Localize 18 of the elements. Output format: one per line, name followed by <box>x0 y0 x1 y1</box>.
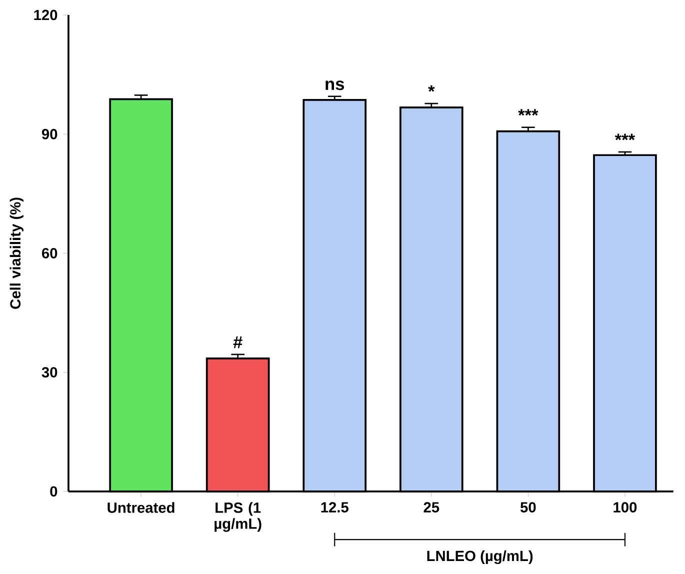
y-tick-label: 30 <box>42 367 58 378</box>
y-tick-label: 90 <box>42 128 58 140</box>
x-tick-label: 25 <box>424 502 440 513</box>
x-tick-label: 100 <box>614 502 637 513</box>
annotation: *** <box>614 134 636 140</box>
y-axis-title: Cell viability (%) <box>10 198 24 309</box>
y-tick-label: 0 <box>50 486 58 497</box>
y-tick-label: 120 <box>34 10 58 20</box>
annotation: * <box>428 85 435 92</box>
annotation: # <box>233 336 242 348</box>
annotation: ns <box>326 80 344 90</box>
x-tick-label: Untreated <box>108 502 174 513</box>
annotation: *** <box>518 109 538 116</box>
x-tick-label: LPS (1 µg/mL) <box>214 502 262 532</box>
text: LNLEO (µg/mL) <box>427 550 533 564</box>
x-tick-label: 50 <box>520 502 536 513</box>
x-tick-label: 12.5 <box>321 502 348 513</box>
y-tick-label: 60 <box>42 248 58 258</box>
